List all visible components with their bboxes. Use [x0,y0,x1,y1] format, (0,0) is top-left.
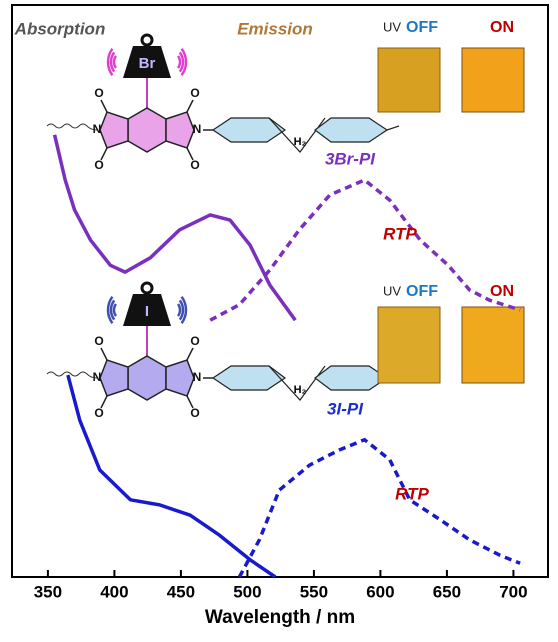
header-label: Absorption [14,19,106,38]
on-label: ON [490,19,514,36]
cyclohexane [315,118,387,142]
atom-label: O [190,158,199,172]
sound-wave [178,56,180,68]
carbonyl-bond [101,348,107,360]
weight-handle [142,283,152,293]
cyclohexane [213,118,285,142]
imide-ring [166,112,194,148]
x-tick-label: 400 [100,582,128,601]
sound-wave [114,56,116,68]
bridge-label: H₂ [294,136,307,148]
cyclohexane [213,366,285,390]
polymer-end [47,124,97,130]
weight-handle [142,35,152,45]
x-tick-label: 550 [300,582,328,601]
header-label: Emission [237,19,313,38]
photo-on [462,307,524,383]
photo-on [462,48,524,112]
cyclohexane [315,366,387,390]
atom-label: O [94,334,103,348]
carbonyl-bond [187,100,193,112]
imide-ring [166,360,194,396]
carbonyl-bond [187,348,193,360]
imide-ring [100,112,128,148]
photo-off [378,48,440,112]
atom-label: O [190,406,199,420]
polymer-end [47,372,97,378]
x-tick-label: 650 [433,582,461,601]
chart: Wavelength / nm 350 400 450 500 550 600 650 700… [0,0,558,642]
off-label: OFF [406,19,438,36]
x-tick-label: 450 [167,582,195,601]
on-label: ON [490,283,514,300]
imide-ring [100,360,128,396]
spectrum-line [210,180,520,320]
bridge-label: H₂ [294,384,307,396]
sound-wave [178,304,180,316]
uv-label: UV [383,19,401,34]
halogen-label: Br [139,55,156,72]
x-axis-title: Wavelength / nm [205,607,355,628]
atom-label: O [94,406,103,420]
atom-label: N [193,370,202,384]
off-label: OFF [406,283,438,300]
annotation: RTP [383,224,417,243]
uv-label: UV [383,283,401,298]
annotation: 3I-PI [327,399,364,418]
annotation: RTP [395,484,429,503]
atom-label: O [190,334,199,348]
atom-label: N [93,370,102,384]
benzene-ring [128,108,166,152]
spectrum-line [55,135,296,320]
benzene-ring [128,356,166,400]
carbonyl-bond [101,100,107,112]
atom-label: N [193,122,202,136]
atom-label: O [94,86,103,100]
bond [387,126,399,130]
x-tick-label: 350 [34,582,62,601]
atom-label: N [93,122,102,136]
x-tick-label: 700 [499,582,527,601]
atom-label: O [190,86,199,100]
sound-wave [114,304,116,316]
x-tick-label: 500 [233,582,261,601]
spectrum-line [239,440,520,577]
atom-label: O [94,158,103,172]
annotation: 3Br-PI [325,149,376,168]
x-tick-label: 600 [366,582,394,601]
halogen-label: I [145,303,149,320]
photo-off [378,307,440,383]
